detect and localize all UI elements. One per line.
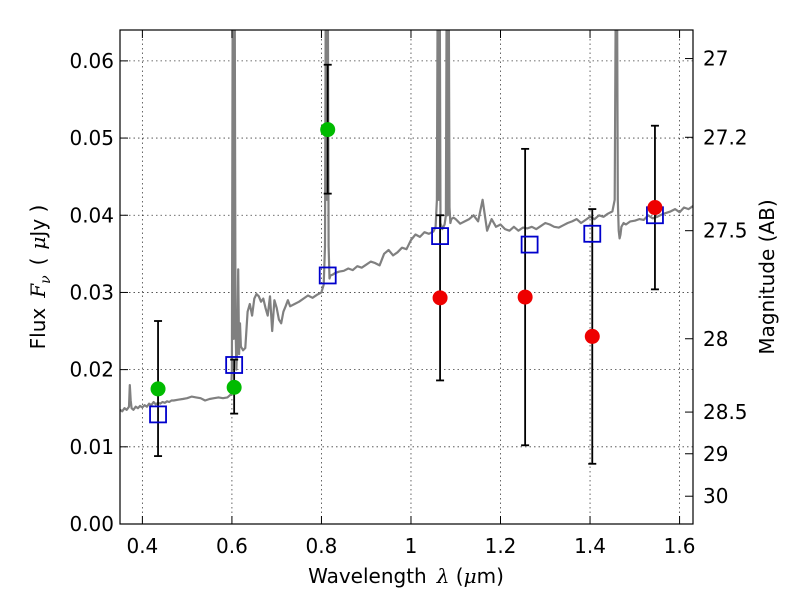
spectrum-line — [120, 30, 693, 413]
x-axis-label: Wavelength λ (μm) — [308, 564, 504, 588]
red-point — [584, 328, 600, 344]
y-tick-label: 0.01 — [69, 435, 114, 459]
plot-background — [120, 30, 693, 524]
x-axis-unit-close: m) — [477, 564, 504, 588]
x-tick-label: 1 — [405, 534, 418, 558]
x-axis-label-text: Wavelength — [308, 564, 427, 588]
x-axis-symbol: λ — [436, 564, 450, 588]
plot-frame — [119, 29, 694, 525]
x-tick-label: 0.8 — [306, 534, 338, 558]
model-box-marker — [431, 227, 449, 245]
x-axis-unit-open: ( — [449, 564, 463, 588]
y2-tick-label: 28 — [703, 327, 728, 351]
y-axis-symbol-f: F — [26, 283, 50, 299]
y-axis-label-text: Flux — [26, 308, 50, 350]
y2-axis-label: Magnitude (AB) — [755, 199, 779, 354]
y-tick-label: 0.05 — [69, 126, 114, 150]
model-box-marker — [520, 235, 539, 254]
y-tick-label: 0.06 — [69, 49, 114, 73]
x-tick-label: 0.6 — [216, 534, 248, 558]
model-box-marker — [225, 356, 244, 374]
green-point — [320, 122, 336, 138]
y2-tick-label: 27.5 — [703, 219, 748, 243]
x-axis-unit-mu: μ — [464, 564, 477, 588]
y-tick-label: 0.00 — [69, 512, 114, 536]
model-box-marker — [583, 224, 602, 243]
red-point — [647, 200, 663, 216]
model-box-marker — [318, 266, 337, 285]
green-point — [226, 379, 242, 395]
x-tick-label: 1.6 — [664, 534, 696, 558]
y2-tick-label: 30 — [703, 484, 728, 508]
y2-tick-label: 29 — [703, 442, 728, 466]
x-tick-label: 1.2 — [485, 534, 517, 558]
data-layer — [120, 30, 693, 465]
y2-tick-label: 27 — [703, 47, 728, 71]
red-point — [517, 289, 533, 305]
y2-tick-label: 28.5 — [703, 400, 748, 424]
y-axis-unit-close: Jy ) — [26, 205, 50, 239]
red-point — [432, 290, 448, 306]
y-tick-label: 0.02 — [69, 358, 114, 382]
y-axis-unit-open: ( — [26, 258, 50, 266]
y-axis-unit-mu: μ — [26, 237, 50, 250]
ticks: 0.4 0.6 0.8 1 1.2 1.4 1.6 0.00 0.01 0.02 0.03 0.04 0… — [69, 30, 748, 558]
green-point — [150, 381, 166, 397]
y2-tick-label: 27.2 — [703, 125, 748, 149]
y-axis-symbol-sub: ν — [38, 275, 54, 284]
model-box-marker — [149, 405, 167, 424]
x-tick-label: 0.4 — [126, 534, 158, 558]
x-tick-label: 1.4 — [574, 534, 606, 558]
y-tick-label: 0.04 — [69, 203, 114, 227]
y-axis-label: Flux Fν ( μJy ) — [26, 205, 54, 350]
y-tick-label: 0.03 — [69, 280, 114, 304]
